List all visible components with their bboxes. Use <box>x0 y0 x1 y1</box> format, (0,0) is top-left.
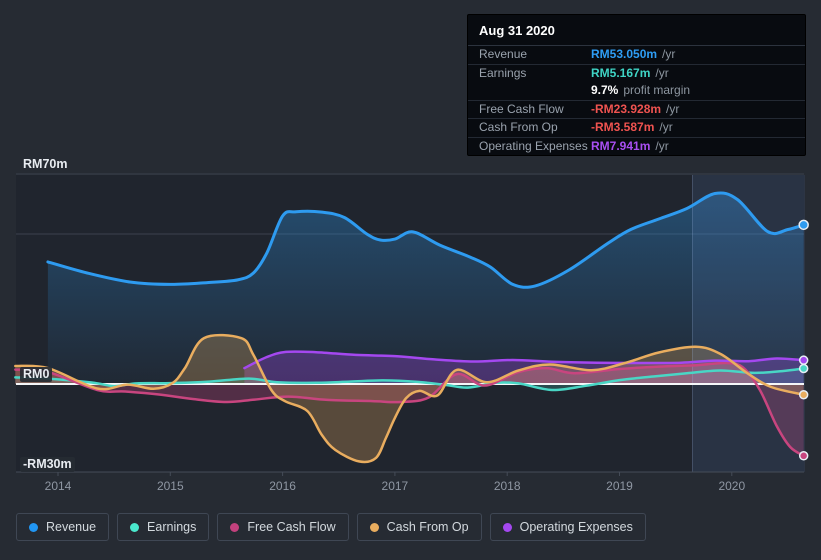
earnings-endpoint-dot <box>798 363 809 374</box>
legend-item-revenue[interactable]: Revenue <box>16 513 110 541</box>
tooltip-row-label: Operating Expenses <box>479 138 588 153</box>
legend-item-free-cash-flow[interactable]: Free Cash Flow <box>217 513 349 541</box>
tooltip-row-unit: /yr <box>666 101 680 116</box>
tooltip-row-value: RM7.941m <box>591 138 651 153</box>
cash-from-op-endpoint-dot <box>798 390 809 400</box>
tooltip-row-unit: profit margin <box>623 83 691 97</box>
y-axis-label--30: -RM30m <box>20 457 75 472</box>
tooltip-row-value: RM53.050m <box>591 47 658 61</box>
tooltip-row-cash-from-op: Cash From Op -RM3.587m/yr <box>468 118 805 137</box>
legend-label: Free Cash Flow <box>247 520 336 534</box>
free-cash-flow-line <box>14 361 805 458</box>
legend-dot-revenue <box>29 522 38 532</box>
highlight-band <box>692 175 805 472</box>
legend-dot-operating-expenses <box>502 522 512 532</box>
tooltip-row-label: Revenue <box>479 47 528 61</box>
x-axis-label-2018: 2018 <box>493 479 521 493</box>
x-axis-label-2015: 2015 <box>156 479 184 493</box>
y-axis-label-0: RM0 <box>20 367 53 382</box>
chart-tooltip: Aug 31 2020 Revenue RM53.050m/yr Earnings R… <box>467 14 806 156</box>
free-cash-flow-area <box>15 362 804 456</box>
tooltip-row-label: Earnings <box>479 65 527 80</box>
tooltip-row-profit-margin: 9.7% profit margin <box>468 82 805 100</box>
tooltip-row-value: -RM23.928m <box>591 101 662 116</box>
tooltip-rows: Revenue RM53.050m/yr Earnings RM5.167m/yr 9.… <box>468 46 805 155</box>
x-axis-label-2020: 2020 <box>718 479 746 493</box>
legend-item-operating-expenses[interactable]: Operating Expenses <box>489 513 646 541</box>
chart-legend: Revenue Earnings Free Cash Flow Cash From O… <box>16 513 646 541</box>
cash-from-op-area <box>15 335 804 463</box>
tooltip-row-unit: /yr <box>659 120 673 134</box>
x-axis-label-2014: 2014 <box>44 479 72 493</box>
tooltip-date: Aug 31 2020 <box>468 15 805 46</box>
tooltip-row-label: Free Cash Flow <box>479 101 564 116</box>
tooltip-row-revenue: Revenue RM53.050m/yr <box>468 46 805 64</box>
legend-label: Earnings <box>147 520 197 534</box>
legend-label: Operating Expenses <box>519 520 633 534</box>
tooltip-row-unit: /yr <box>655 138 669 153</box>
tooltip-row-unit: /yr <box>662 47 676 61</box>
tooltip-row-free-cash-flow: Free Cash Flow -RM23.928m/yr <box>468 99 805 119</box>
legend-dot-free-cash-flow <box>230 522 240 532</box>
tooltip-row-value: RM5.167m <box>591 65 651 80</box>
legend-item-cash-from-op[interactable]: Cash From Op <box>356 513 482 541</box>
legend-label: Revenue <box>46 520 97 534</box>
cash-from-op-line <box>14 333 805 464</box>
x-axis-label-2016: 2016 <box>269 479 296 493</box>
tooltip-row-value: -RM3.587m <box>591 120 655 134</box>
x-axis-label-2019: 2019 <box>606 479 633 493</box>
tooltip-row-value: 9.7% <box>591 83 619 97</box>
legend-label: Cash From Op <box>386 520 469 534</box>
legend-dot-earnings <box>130 522 140 532</box>
operating-expenses-endpoint-dot <box>798 355 809 365</box>
earnings-line <box>14 367 805 392</box>
y-axis-label-70: RM70m <box>20 157 71 172</box>
tooltip-row-earnings: Earnings RM5.167m/yr <box>468 63 805 83</box>
tooltip-row-label: Cash From Op <box>479 120 558 134</box>
revenue-line <box>46 191 806 289</box>
free-cash-flow-endpoint-dot <box>798 451 809 461</box>
tooltip-row-operating-expenses: Operating Expenses RM7.941m/yr <box>468 136 805 156</box>
tooltip-row-unit: /yr <box>655 65 669 80</box>
legend-dot-cash-from-op <box>369 522 379 532</box>
legend-item-earnings[interactable]: Earnings <box>117 513 210 541</box>
revenue-endpoint-dot <box>798 219 809 231</box>
x-axis-label-2017: 2017 <box>381 479 409 493</box>
operating-expenses-line <box>243 350 805 370</box>
